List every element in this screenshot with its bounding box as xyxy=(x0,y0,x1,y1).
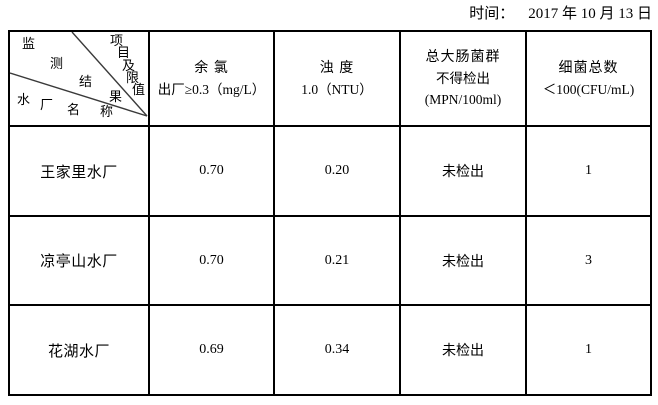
plant-name-cell: 王家里水厂 xyxy=(10,127,150,217)
column-title: 总大肠菌群 xyxy=(425,50,501,65)
column-header-turbidity: 浊 度 1.0（NTU） xyxy=(275,32,401,127)
value-cell-turbidity: 0.20 xyxy=(275,127,401,217)
corner-char: 值 xyxy=(132,82,146,97)
value-cell-turbidity: 0.21 xyxy=(275,217,401,306)
corner-char: 目 xyxy=(117,45,131,60)
time-value: 2017 年 10 月 13 日 xyxy=(528,6,652,22)
value-cell-chlorine: 0.70 xyxy=(150,127,275,217)
value-cell-coliform: 未检出 xyxy=(401,217,527,306)
value-cell-bacteria: 1 xyxy=(527,127,652,217)
value-cell-bacteria: 3 xyxy=(527,217,652,306)
column-limit: ＜100(CFU/mL) xyxy=(542,81,635,97)
value-cell-coliform: 未检出 xyxy=(401,306,527,396)
time-label: 时间： xyxy=(469,6,515,22)
column-limit: 出厂≥0.3（mg/L） xyxy=(157,81,266,97)
plant-name-cell: 花湖水厂 xyxy=(10,306,150,396)
value-cell-chlorine: 0.69 xyxy=(150,306,275,396)
column-header-residual-chlorine: 余 氯 出厂≥0.3（mg/L） xyxy=(150,32,275,127)
column-unit: (MPN/100ml) xyxy=(424,92,502,107)
column-limit: 不得检出 xyxy=(436,71,490,86)
value-cell-turbidity: 0.34 xyxy=(275,306,401,396)
corner-header-cell: 监 测 结 果 项 目 及 限 值 水 厂 名 称 xyxy=(10,32,150,127)
corner-char: 测 xyxy=(50,56,64,71)
corner-char: 项 xyxy=(110,33,124,48)
column-header-bacteria-count: 细菌总数 ＜100(CFU/mL) xyxy=(527,32,652,127)
corner-char: 厂 xyxy=(40,97,54,112)
value-cell-chlorine: 0.70 xyxy=(150,217,275,306)
corner-char: 果 xyxy=(109,89,123,104)
column-limit: 1.0（NTU） xyxy=(301,81,373,97)
value-cell-coliform: 未检出 xyxy=(401,127,527,217)
diagonal-lines xyxy=(10,32,148,117)
corner-char: 水 xyxy=(17,92,31,107)
column-title: 余 氯 xyxy=(194,60,229,76)
corner-char: 名 xyxy=(67,102,81,117)
plant-name-cell: 凉亭山水厂 xyxy=(10,217,150,306)
column-title: 细菌总数 xyxy=(558,60,619,76)
column-title: 浊 度 xyxy=(319,60,355,76)
column-header-total-coliform: 总大肠菌群 不得检出 (MPN/100ml) xyxy=(401,32,527,127)
corner-char: 结 xyxy=(79,74,93,89)
corner-char: 称 xyxy=(100,104,114,119)
value-cell-bacteria: 1 xyxy=(527,306,652,396)
corner-char: 监 xyxy=(22,36,36,51)
report-time: 时间： 2017 年 10 月 13 日 xyxy=(469,4,652,24)
corner-char: 及 xyxy=(122,58,136,73)
corner-char: 限 xyxy=(126,70,140,85)
water-quality-table: 监 测 结 果 项 目 及 限 值 水 厂 名 称 余 氯 出厂≥0.3（mg/… xyxy=(8,30,652,396)
